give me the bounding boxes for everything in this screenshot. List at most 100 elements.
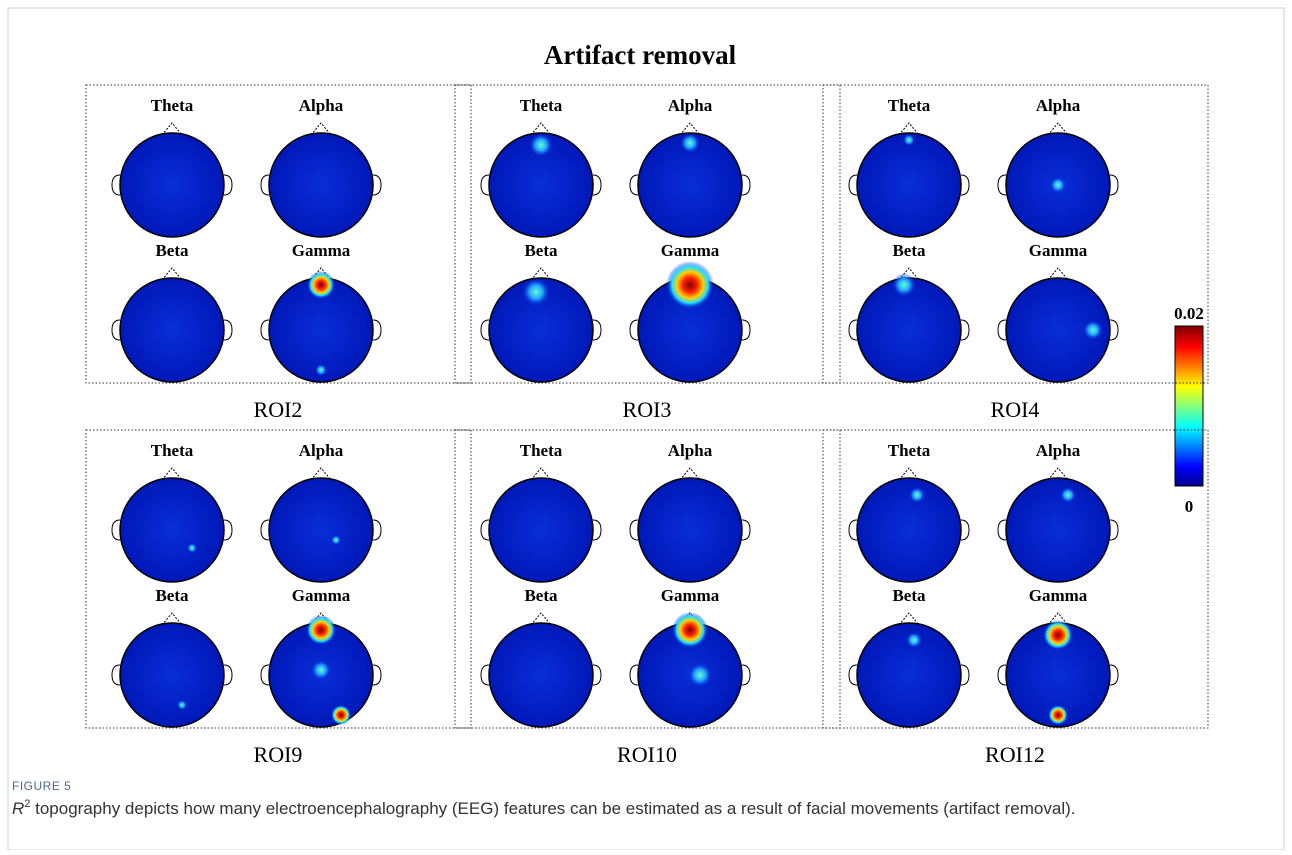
caption-sup: 2: [24, 798, 30, 810]
hotspot: [522, 278, 550, 306]
colorbar-min: 0: [1185, 497, 1194, 516]
band-label: Theta: [520, 96, 563, 115]
colorbar: [1174, 325, 1204, 487]
hotspot: [1060, 487, 1076, 503]
ear: [111, 174, 121, 196]
hotspot: [331, 705, 351, 725]
band-label: Beta: [892, 241, 926, 260]
ear: [997, 519, 1007, 541]
head: [1005, 477, 1111, 583]
head: [268, 477, 374, 583]
ear: [741, 319, 751, 341]
head: [856, 477, 962, 583]
hotspot: [307, 271, 335, 299]
ear: [960, 664, 970, 686]
ear: [223, 664, 233, 686]
nose: [898, 467, 920, 481]
band-label: Gamma: [661, 586, 720, 605]
ear: [111, 319, 121, 341]
band-label: Alpha: [668, 96, 713, 115]
ear: [629, 174, 639, 196]
nose: [530, 612, 552, 626]
ear: [1109, 664, 1119, 686]
head: [488, 622, 594, 728]
hotspot: [680, 133, 700, 153]
ear: [629, 319, 639, 341]
band-label: Gamma: [292, 586, 351, 605]
nose: [161, 612, 183, 626]
band-label: Theta: [151, 96, 194, 115]
panel-label: ROI3: [623, 397, 672, 422]
panel-label: ROI10: [617, 742, 677, 767]
colorbar-max: 0.02: [1174, 304, 1204, 323]
hotspot: [892, 273, 916, 297]
panel-box: [85, 84, 472, 384]
ear: [592, 319, 602, 341]
nose: [1047, 267, 1069, 281]
nose: [1047, 467, 1069, 481]
ear: [741, 174, 751, 196]
ear: [372, 174, 382, 196]
ear: [592, 519, 602, 541]
panel-box: [85, 429, 472, 729]
band-label: Alpha: [1036, 441, 1081, 460]
ear: [372, 519, 382, 541]
band-label: Alpha: [668, 441, 713, 460]
ear: [223, 319, 233, 341]
ear: [111, 519, 121, 541]
ear: [629, 664, 639, 686]
panel-box: [822, 84, 1209, 384]
panel-label: ROI12: [985, 742, 1045, 767]
band-label: Beta: [524, 586, 558, 605]
hotspot: [187, 543, 197, 553]
panel-label: ROI4: [991, 397, 1040, 422]
nose: [310, 122, 332, 136]
panel-box: [822, 429, 1209, 729]
ear: [741, 664, 751, 686]
nose: [530, 122, 552, 136]
head: [856, 132, 962, 238]
hotspot: [1048, 705, 1068, 725]
hotspot: [315, 364, 327, 376]
head: [119, 477, 225, 583]
nose: [161, 267, 183, 281]
band-label: Alpha: [299, 441, 344, 460]
hotspot: [672, 612, 708, 648]
ear: [741, 519, 751, 541]
band-label: Gamma: [661, 241, 720, 260]
ear: [260, 664, 270, 686]
ear: [997, 664, 1007, 686]
hotspot: [906, 632, 922, 648]
ear: [372, 319, 382, 341]
ear: [1109, 174, 1119, 196]
frame: [7, 7, 1285, 851]
ear: [592, 664, 602, 686]
head: [119, 622, 225, 728]
band-label: Theta: [888, 441, 931, 460]
band-label: Gamma: [1029, 241, 1088, 260]
nose: [161, 467, 183, 481]
hotspot: [1050, 177, 1066, 193]
ear: [848, 519, 858, 541]
ear: [480, 664, 490, 686]
ear: [260, 174, 270, 196]
hotspot: [1043, 620, 1073, 650]
band-label: Gamma: [292, 241, 351, 260]
figure-label: FIGURE 5: [12, 779, 71, 793]
head: [856, 622, 962, 728]
head: [637, 477, 743, 583]
caption-symbol: R: [12, 799, 24, 818]
ear: [848, 319, 858, 341]
ear: [372, 664, 382, 686]
ear: [960, 319, 970, 341]
nose: [679, 467, 701, 481]
band-label: Theta: [520, 441, 563, 460]
title: Artifact removal: [544, 40, 737, 70]
ear: [260, 319, 270, 341]
ear: [1109, 319, 1119, 341]
ear: [480, 519, 490, 541]
hotspot: [666, 261, 714, 309]
ear: [848, 174, 858, 196]
hotspot: [177, 700, 187, 710]
nose: [161, 122, 183, 136]
